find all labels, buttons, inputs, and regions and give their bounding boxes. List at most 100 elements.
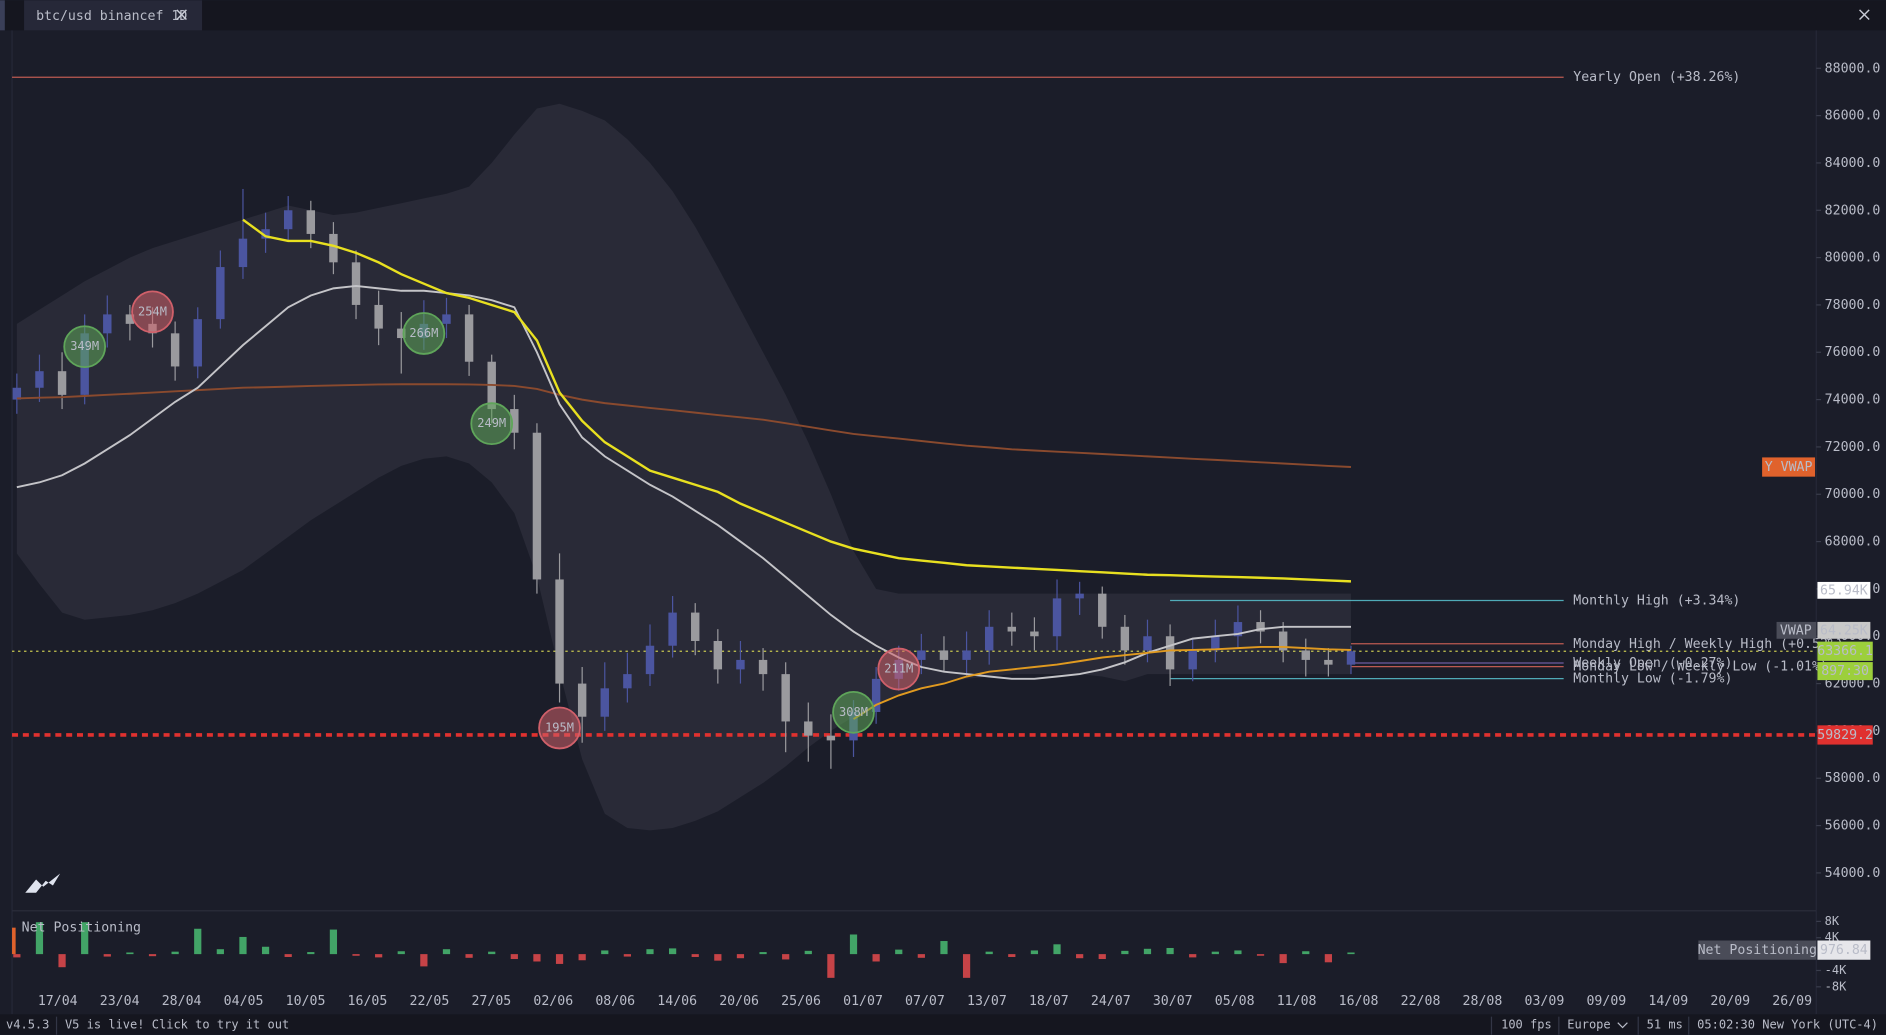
bar <box>601 950 609 955</box>
y-tick-label: 72000.0 <box>1825 440 1881 455</box>
bar <box>1256 954 1265 956</box>
candle-body <box>555 579 564 684</box>
bar <box>804 950 812 955</box>
candle-body <box>1007 626 1017 632</box>
x-tick-label: 14/09 <box>1648 994 1688 1009</box>
region-select[interactable]: Europe <box>1567 1018 1610 1032</box>
candle-body <box>600 688 609 717</box>
x-tick-label: 20/06 <box>719 994 759 1009</box>
update-link[interactable]: V5 is live! Click to try it out <box>65 1018 289 1032</box>
bar <box>58 954 66 968</box>
candle-body <box>57 371 67 395</box>
bar <box>646 949 654 955</box>
x-tick-label: 03/09 <box>1525 994 1565 1009</box>
volume-marker <box>470 402 514 446</box>
logo-shape <box>25 873 61 893</box>
dropdown-icon[interactable] <box>1617 1022 1628 1029</box>
tab-title: btc/usd binancef 1D <box>36 9 187 24</box>
bar <box>985 951 993 955</box>
bar <box>782 954 790 960</box>
price-badge <box>1817 581 1871 599</box>
y-tick-label: 86000.0 <box>1825 109 1881 124</box>
top-bar <box>0 0 1886 31</box>
bar <box>1347 952 1355 955</box>
x-tick-label: 27/05 <box>471 994 511 1009</box>
y-tick-label: -8K <box>1825 979 1847 993</box>
last-price-label: 63366.1 <box>1817 644 1873 659</box>
candle-body <box>668 612 677 646</box>
candle-body <box>306 210 316 234</box>
logo <box>25 873 61 893</box>
candle-body <box>826 735 836 741</box>
tab-close[interactable] <box>176 9 187 21</box>
candle-body <box>691 612 700 641</box>
bar <box>872 954 880 962</box>
y-tick-label: 78000.0 <box>1825 298 1881 313</box>
y-tick-label: 70000.0 <box>1825 487 1881 502</box>
y-tick-label: 84000.0 <box>1825 156 1881 171</box>
badge-tag-label: Net Positioning <box>1698 943 1817 958</box>
x-tick-label: 08/06 <box>595 994 635 1009</box>
bar <box>352 954 360 956</box>
bar <box>1098 954 1106 960</box>
candle-body <box>532 432 542 580</box>
candle-body <box>1075 593 1084 599</box>
panel-title: Net Positioning <box>22 921 141 936</box>
x-tick-label: 16/08 <box>1339 994 1379 1009</box>
bar <box>1324 954 1332 963</box>
version: v4.5.3 <box>6 1018 49 1032</box>
band-area <box>16 103 1351 831</box>
bar <box>827 954 835 978</box>
candle-body <box>984 626 994 651</box>
badge-tag <box>1776 621 1817 639</box>
bar <box>1008 954 1016 957</box>
series-badge <box>1762 457 1816 477</box>
series-badge-label: Y VWAP <box>1765 460 1813 475</box>
level-label: Monday High / Weekly High (+0.52%) <box>1573 637 1844 652</box>
candle-body <box>216 267 225 320</box>
y-tick-label: 62000.0 <box>1825 677 1881 692</box>
bar <box>917 954 925 958</box>
bar <box>442 949 451 955</box>
x-tick-label: 24/07 <box>1091 994 1131 1009</box>
volume-marker <box>131 290 174 334</box>
bar <box>103 954 111 957</box>
candle-body <box>623 674 632 689</box>
volume-marker <box>402 312 446 355</box>
latency: 51 ms <box>1647 1018 1683 1032</box>
bar <box>261 946 270 955</box>
volume-marker-label: 249M <box>477 416 506 430</box>
level-label: Monday Low / Weekly Low (-1.01%) <box>1573 660 1828 675</box>
x-tick-label: 17/04 <box>38 994 78 1009</box>
candle-body <box>871 678 881 712</box>
x-tick-label: 26/09 <box>1772 994 1812 1009</box>
bar <box>849 934 858 955</box>
candle-body <box>713 640 723 670</box>
indicator-line <box>242 218 1352 583</box>
level-label: Yearly Open (+38.26%) <box>1573 70 1740 85</box>
tab[interactable] <box>24 0 203 31</box>
y-tick-label: 68000.0 <box>1825 535 1881 550</box>
countdown-label: 897:30 <box>1821 664 1869 679</box>
candle-body <box>1301 650 1310 660</box>
volume-marker <box>877 647 921 691</box>
footer <box>0 1014 1886 1035</box>
bar <box>1030 950 1039 955</box>
bar <box>1211 951 1219 955</box>
window-close[interactable] <box>1859 9 1870 21</box>
volume-marker-label: 254M <box>138 304 167 318</box>
candle-body <box>577 683 587 717</box>
candle-body <box>35 371 44 388</box>
bar <box>714 954 722 961</box>
candle-body <box>736 659 745 670</box>
candle-body <box>1098 593 1107 627</box>
bar <box>420 954 428 967</box>
bar <box>1302 951 1310 955</box>
bar <box>623 954 631 957</box>
chart-layer: 54000.056000.058000.060000.062000.064000… <box>12 61 1880 1009</box>
volume-marker <box>538 706 581 750</box>
x-tick-label: 22/08 <box>1401 994 1441 1009</box>
